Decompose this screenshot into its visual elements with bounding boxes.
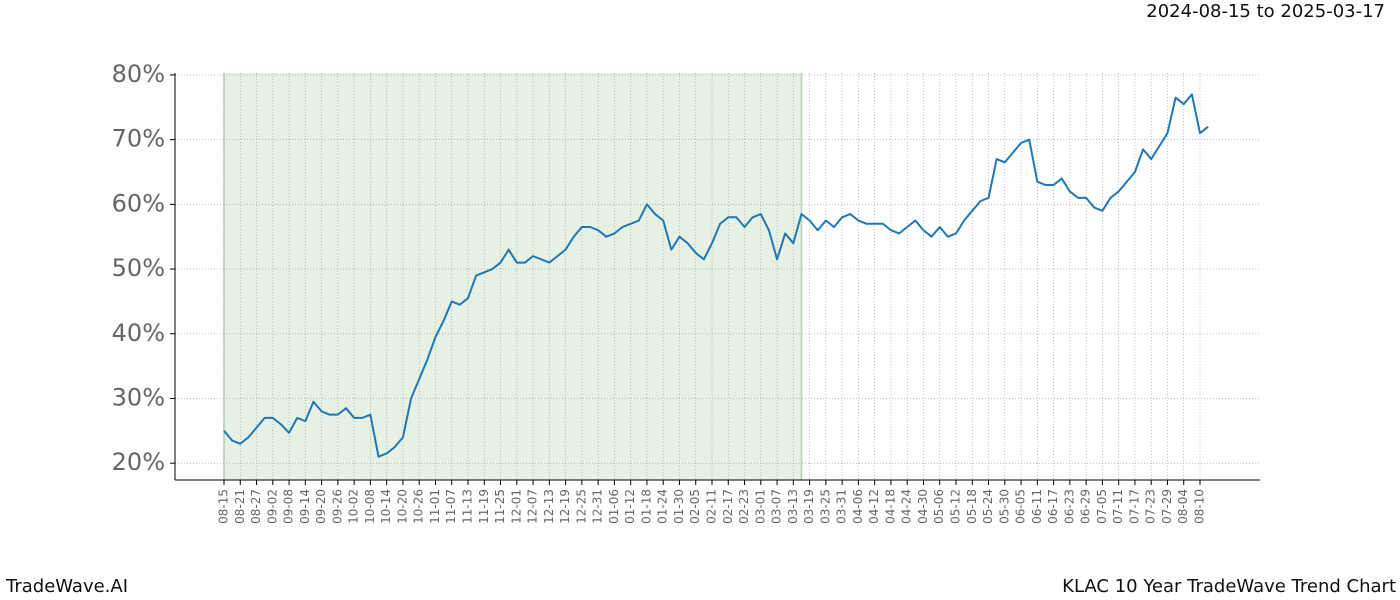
x-tick-label: 07-05 (1095, 489, 1109, 524)
x-tick-label: 06-23 (1062, 489, 1076, 524)
x-tick-label: 08-15 (217, 489, 231, 524)
x-tick-label: 10-20 (395, 489, 409, 524)
x-tick-label: 03-19 (802, 489, 816, 524)
x-tick-label: 12-19 (558, 489, 572, 524)
trend-line (223, 93, 1209, 458)
y-tick-label: 70% (112, 125, 165, 153)
x-tick-label: 05-24 (981, 489, 995, 524)
x-tick-label: 08-04 (1176, 489, 1190, 524)
chart-title: KLAC 10 Year TradeWave Trend Chart (1062, 576, 1396, 597)
x-tick-label: 07-23 (1144, 489, 1158, 524)
x-tick-label: 03-01 (753, 489, 767, 524)
y-tick-label: 80% (112, 60, 165, 88)
x-tick-label: 02-11 (705, 489, 719, 524)
x-tick-label: 10-02 (347, 489, 361, 524)
x-tick-label: 06-05 (1014, 489, 1028, 524)
x-tick-label: 12-13 (542, 489, 556, 524)
x-tick-label: 07-11 (1111, 489, 1125, 524)
y-tick-label: 60% (112, 189, 165, 217)
x-tick-label: 04-18 (883, 489, 897, 524)
x-tick-label: 03-31 (835, 489, 849, 524)
x-tick-label: 04-24 (900, 489, 914, 524)
x-tick-label: 10-08 (363, 489, 377, 524)
x-tick-label: 01-18 (639, 489, 653, 524)
x-tick-label: 01-30 (672, 489, 686, 524)
x-tick-label: 02-05 (688, 489, 702, 524)
x-tick-label: 03-13 (786, 489, 800, 524)
x-tick-label: 04-06 (851, 489, 865, 524)
x-tick-label: 02-23 (737, 489, 751, 524)
y-tick-label: 20% (112, 448, 165, 476)
date-range: 2024-08-15 to 2025-03-17 (1146, 1, 1385, 22)
x-tick-label: 11-25 (493, 489, 507, 524)
x-tick-label: 03-25 (818, 489, 832, 524)
x-tick-label: 05-18 (965, 489, 979, 524)
x-tick-label: 12-01 (509, 489, 523, 524)
x-tick-label: 04-12 (867, 489, 881, 524)
x-tick-label: 05-30 (997, 489, 1011, 524)
x-tick-label: 10-14 (379, 489, 393, 524)
x-tick-label: 09-02 (265, 489, 279, 524)
x-tick-label: 07-29 (1160, 489, 1174, 524)
y-tick-label: 50% (112, 254, 165, 282)
x-tick-label: 05-12 (949, 489, 963, 524)
y-tick-label: 30% (112, 383, 165, 411)
brand: TradeWave.AI (5, 576, 128, 597)
x-tick-label: 06-11 (1030, 489, 1044, 524)
x-tick-label: 09-26 (330, 489, 344, 524)
x-tick-label: 11-07 (444, 489, 458, 524)
x-tick-label: 03-07 (770, 489, 784, 524)
x-tick-label: 01-06 (607, 489, 621, 524)
x-tick-label: 01-12 (623, 489, 637, 524)
x-tick-label: 07-17 (1127, 489, 1141, 524)
x-tick-label: 12-25 (574, 489, 588, 524)
x-tick-label: 08-27 (249, 489, 263, 524)
x-tick-label: 09-08 (282, 489, 296, 524)
x-tick-label: 10-26 (412, 489, 426, 524)
x-tick-label: 11-01 (428, 489, 442, 524)
x-tick-label: 11-19 (477, 489, 491, 524)
x-tick-label: 12-31 (591, 489, 605, 524)
x-tick-label: 11-13 (461, 489, 475, 524)
x-tick-label: 05-06 (932, 489, 946, 524)
x-tick-label: 08-21 (233, 489, 247, 524)
x-tick-label: 09-20 (314, 489, 328, 524)
x-tick-label: 12-07 (526, 489, 540, 524)
x-tick-label: 01-24 (656, 489, 670, 524)
x-tick-label: 04-30 (916, 489, 930, 524)
x-tick-label: 06-17 (1046, 489, 1060, 524)
highlight-region (224, 73, 802, 480)
y-tick-label: 40% (112, 319, 165, 347)
x-tick-label: 08-10 (1193, 489, 1207, 524)
x-tick-label: 06-29 (1079, 489, 1093, 524)
x-tick-label: 02-17 (721, 489, 735, 524)
x-tick-label: 09-14 (298, 489, 312, 524)
